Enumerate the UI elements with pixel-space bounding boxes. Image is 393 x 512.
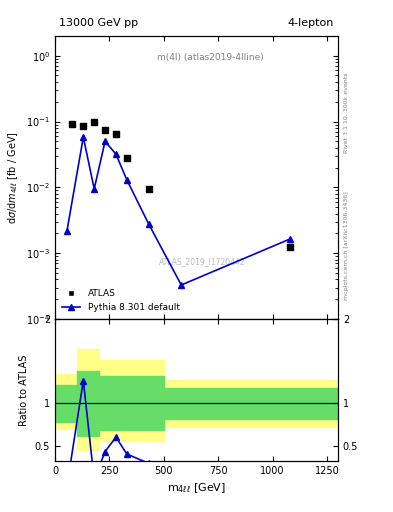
Y-axis label: Ratio to ATLAS: Ratio to ATLAS xyxy=(19,354,29,425)
Point xyxy=(69,120,75,129)
X-axis label: m$_{4\ell\ell}$ [GeV]: m$_{4\ell\ell}$ [GeV] xyxy=(167,481,226,495)
Point xyxy=(124,154,130,162)
Point xyxy=(91,117,97,125)
Text: mcplots.cern.ch [arXiv:1306.3436]: mcplots.cern.ch [arXiv:1306.3436] xyxy=(344,191,349,300)
Text: 4-lepton: 4-lepton xyxy=(288,18,334,28)
Legend: ATLAS, Pythia 8.301 default: ATLAS, Pythia 8.301 default xyxy=(59,287,182,315)
Text: m(4l) (atlas2019-4lline): m(4l) (atlas2019-4lline) xyxy=(157,53,264,62)
Point xyxy=(287,243,293,251)
Text: Rivet 3.1.10, 300k events: Rivet 3.1.10, 300k events xyxy=(344,72,349,153)
Text: ATLAS_2019_I1720442: ATLAS_2019_I1720442 xyxy=(159,257,246,266)
Point xyxy=(113,130,119,138)
Point xyxy=(145,185,152,193)
Y-axis label: d$\sigma$/d$m_{4\ell\ell}$ [fb / GeV]: d$\sigma$/d$m_{4\ell\ell}$ [fb / GeV] xyxy=(7,131,20,224)
Text: 13000 GeV pp: 13000 GeV pp xyxy=(59,18,138,28)
Point xyxy=(102,125,108,134)
Point xyxy=(80,122,86,130)
